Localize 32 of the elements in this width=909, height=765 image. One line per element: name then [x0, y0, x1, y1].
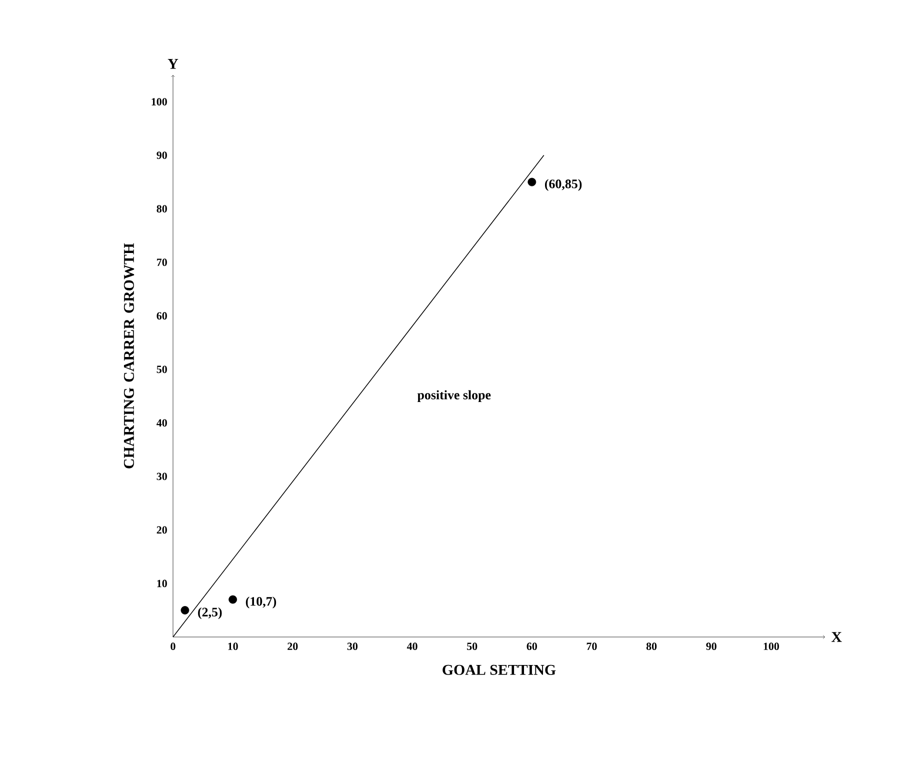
- x-tick-label: 50: [467, 642, 478, 650]
- point: [228, 595, 238, 604]
- x-tick-label: 100: [764, 642, 779, 650]
- y-tick-label: 100: [152, 98, 167, 106]
- x-tick-label: 70: [586, 642, 597, 650]
- text: Y: [168, 59, 178, 69]
- y-tick-label: 70: [157, 258, 167, 266]
- y-tick-label: 60: [156, 312, 167, 320]
- x-tick-label: 90: [706, 642, 716, 650]
- x-tick-label: 60: [526, 642, 537, 650]
- y-tick-label: 10: [157, 580, 167, 588]
- point: [180, 606, 190, 614]
- y-tick-label: 80: [156, 205, 167, 213]
- x-tick-label: 20: [288, 642, 298, 650]
- x-tick-label: 0: [170, 642, 176, 650]
- annotation: (2,5): [198, 607, 222, 620]
- x-tick-label: 40: [406, 642, 418, 650]
- annotation: (10,7): [246, 596, 276, 608]
- x-axis-title: GOAL SETTING: [442, 664, 556, 675]
- annotation: (60,85): [544, 179, 582, 191]
- point: [528, 178, 536, 186]
- y-tick-label: 90: [156, 152, 167, 159]
- text: X: [831, 632, 842, 642]
- y-tick-label: 50: [156, 366, 167, 374]
- x-tick-label: 10: [228, 642, 238, 650]
- x-tick-label: 80: [646, 642, 657, 650]
- y-tick-label: 20: [156, 526, 167, 534]
- x-tick-label: 30: [347, 642, 358, 650]
- y-axis-title: CHARTING CARRER GROWTH: [124, 243, 134, 468]
- y-tick-label: 30: [156, 472, 167, 480]
- y-tick-label: 40: [156, 419, 167, 427]
- annotation: positive slope: [417, 390, 491, 402]
